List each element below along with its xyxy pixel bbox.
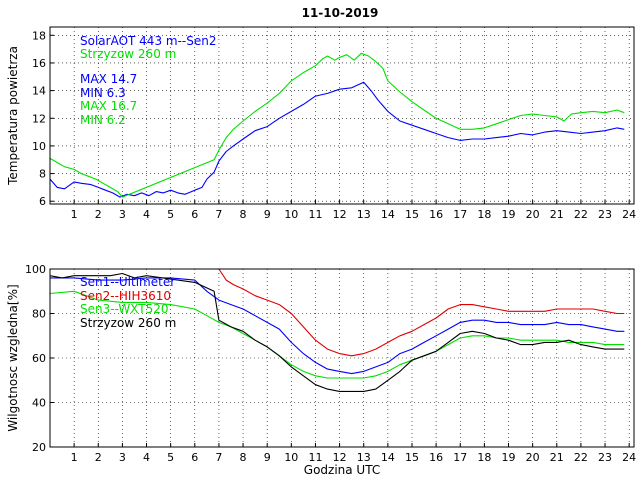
- stat-max-solaraot: MAX 14.7: [80, 72, 137, 86]
- series-rh-2: [49, 290, 625, 379]
- x-tick-label-11: 11: [308, 451, 322, 464]
- y-tick-label-20: 20: [32, 441, 46, 454]
- humidity-ylabel: Wilgotnosc wzgledna[%]: [6, 284, 20, 431]
- x-tick-label-13: 13: [357, 208, 371, 221]
- y-tick-label-40: 40: [32, 397, 46, 410]
- y-tick-label-12: 12: [32, 112, 46, 125]
- temperature-series: [49, 52, 625, 198]
- x-tick-label-12: 12: [333, 451, 347, 464]
- y-tick-label-18: 18: [32, 29, 46, 42]
- stat-max-strzyzow: MAX 16.7: [80, 99, 137, 113]
- x-tick-label-22: 22: [574, 208, 588, 221]
- x-tick-label-13: 13: [357, 451, 371, 464]
- x-tick-label-6: 6: [191, 208, 198, 221]
- x-tick-label-10: 10: [284, 208, 298, 221]
- x-tick-label-7: 7: [215, 208, 222, 221]
- stat-min-strzyzow: MIN 6.2: [80, 113, 126, 127]
- x-tick-label-18: 18: [477, 451, 491, 464]
- humidity-series: [49, 268, 625, 392]
- temperature-panel: 1 2 3 4 5 6 7 8 9 10 11 12 13 14 15 16 17 18 19 20 21 22 23 246…: [6, 26, 636, 221]
- y-tick-label-14: 14: [32, 85, 46, 98]
- y-tick-label-6: 6: [39, 195, 46, 208]
- x-tick-label-9: 9: [264, 208, 271, 221]
- chart-title: 11-10-2019: [302, 6, 379, 20]
- x-tick-label-8: 8: [240, 208, 247, 221]
- x-tick-label-18: 18: [477, 208, 491, 221]
- x-tick-label-14: 14: [381, 451, 395, 464]
- y-tick-label-100: 100: [25, 263, 46, 276]
- x-tick-label-15: 15: [405, 451, 419, 464]
- x-tick-label-4: 4: [143, 208, 150, 221]
- x-tick-label-3: 3: [119, 208, 126, 221]
- y-tick-label-60: 60: [32, 352, 46, 365]
- x-tick-label-4: 4: [143, 451, 150, 464]
- x-tick-label-7: 7: [215, 451, 222, 464]
- x-tick-label-20: 20: [526, 208, 540, 221]
- humidity-ticks: 1 2 3 4 5 6 7 8 9 10 11 12 13 14 15 16 17 18 19 20 21 22 23 242…: [25, 263, 636, 464]
- x-tick-label-21: 21: [550, 451, 564, 464]
- temperature-legend: SolarAOT 443 m--Sen2 Strzyzow 260 m MAX …: [80, 34, 216, 127]
- legend-sen1: Sen1--Ultimeter: [80, 275, 175, 289]
- series-temp-1: [49, 52, 625, 198]
- x-tick-label-17: 17: [453, 451, 467, 464]
- x-tick-label-5: 5: [167, 208, 174, 221]
- y-tick-label-80: 80: [32, 308, 46, 321]
- x-tick-label-8: 8: [240, 451, 247, 464]
- humidity-legend: Sen1--Ultimeter Sen2--HIH3610 Sen3--WXT5…: [80, 275, 176, 330]
- x-tick-label-5: 5: [167, 451, 174, 464]
- x-tick-label-17: 17: [453, 208, 467, 221]
- x-tick-label-10: 10: [284, 451, 298, 464]
- humidity-panel: 1 2 3 4 5 6 7 8 9 10 11 12 13 14 15 16 17 18 19 20 21 22 23 242…: [6, 263, 636, 477]
- x-tick-label-3: 3: [119, 451, 126, 464]
- legend-solaraot: SolarAOT 443 m--Sen2: [80, 34, 216, 48]
- x-tick-label-23: 23: [598, 208, 612, 221]
- series-temp-0: [49, 81, 625, 198]
- legend-strzyzow-rh: Strzyzow 260 m: [80, 316, 176, 330]
- x-tick-label-16: 16: [429, 451, 443, 464]
- temperature-grid: [50, 27, 634, 204]
- y-tick-label-16: 16: [32, 57, 46, 70]
- x-tick-label-14: 14: [381, 208, 395, 221]
- x-tick-label-6: 6: [191, 451, 198, 464]
- x-tick-label-15: 15: [405, 208, 419, 221]
- x-tick-label-19: 19: [502, 208, 516, 221]
- x-tick-label-16: 16: [429, 208, 443, 221]
- temperature-plot-frame: [49, 26, 635, 205]
- legend-sen2: Sen2--HIH3610: [80, 289, 171, 303]
- series-rh-1: [218, 268, 625, 357]
- x-tick-label-23: 23: [598, 451, 612, 464]
- y-tick-label-10: 10: [32, 140, 46, 153]
- x-tick-label-24: 24: [622, 451, 636, 464]
- temperature-ticks: 1 2 3 4 5 6 7 8 9 10 11 12 13 14 15 16 17 18 19 20 21 22 23 246…: [32, 29, 636, 221]
- x-tick-label-19: 19: [502, 451, 516, 464]
- humidity-xlabel: Godzina UTC: [304, 463, 380, 477]
- x-tick-label-11: 11: [308, 208, 322, 221]
- x-tick-label-1: 1: [71, 451, 78, 464]
- legend-sen3: Sen3--WXT520: [80, 302, 169, 316]
- x-tick-label-21: 21: [550, 208, 564, 221]
- x-tick-label-9: 9: [264, 451, 271, 464]
- legend-strzyzow: Strzyzow 260 m: [80, 47, 176, 61]
- stat-min-solaraot: MIN 6.3: [80, 86, 126, 100]
- x-tick-label-2: 2: [95, 208, 102, 221]
- x-tick-label-12: 12: [333, 208, 347, 221]
- x-tick-label-24: 24: [622, 208, 636, 221]
- x-tick-label-1: 1: [71, 208, 78, 221]
- x-tick-label-2: 2: [95, 451, 102, 464]
- series-rh-0: [50, 277, 625, 375]
- series-rh-3: [49, 272, 625, 392]
- temperature-ylabel: Temperatura powietrza: [6, 46, 20, 186]
- x-tick-label-22: 22: [574, 451, 588, 464]
- x-tick-label-20: 20: [526, 451, 540, 464]
- y-tick-label-8: 8: [39, 168, 46, 181]
